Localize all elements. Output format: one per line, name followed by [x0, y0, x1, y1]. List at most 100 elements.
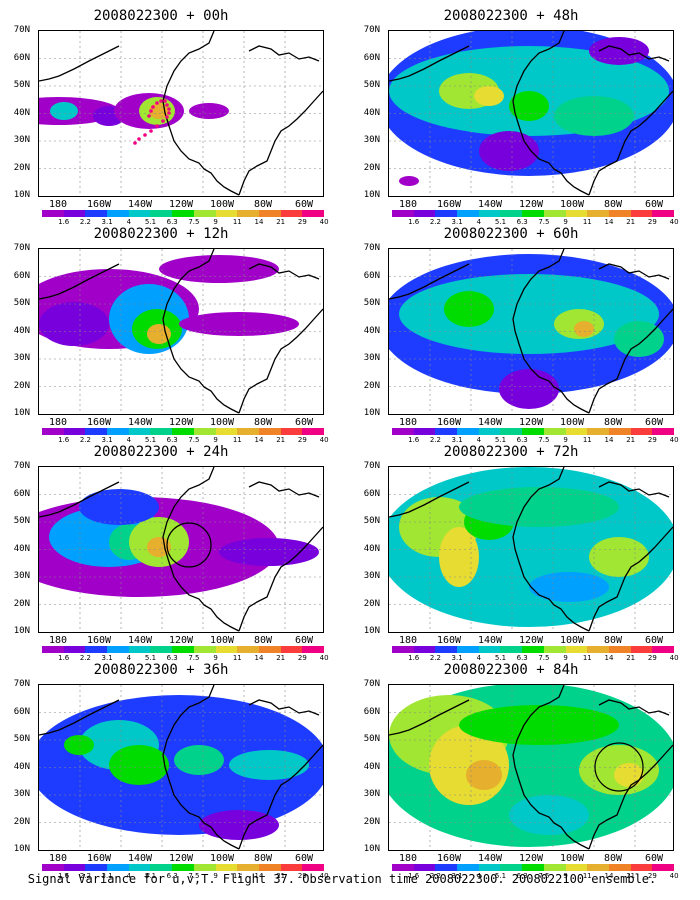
- colorbar-swatch: [150, 646, 173, 653]
- variance-contour: [189, 103, 229, 119]
- colorbar-swatch: [172, 646, 194, 653]
- colorbar-label: 11: [232, 654, 242, 662]
- colorbar-swatch: [150, 210, 173, 217]
- contour-field: [39, 249, 323, 414]
- colorbar-label: 7.5: [188, 436, 200, 444]
- x-tick-label: 160W: [436, 199, 462, 210]
- colorbar-swatch: [237, 864, 259, 871]
- colorbar-swatch: [457, 864, 479, 871]
- colorbar-swatch: [608, 428, 631, 435]
- y-tick-label: 30N: [13, 789, 30, 799]
- colorbar-swatch: [435, 646, 458, 653]
- x-tick-label: 80W: [253, 853, 273, 864]
- colorbar-label: 11: [582, 872, 592, 880]
- colorbar-swatch: [258, 864, 281, 871]
- x-tick-label: 120W: [518, 853, 544, 864]
- colorbar-swatch: [107, 428, 129, 435]
- variance-contour: [159, 255, 279, 283]
- colorbar-swatch: [42, 864, 64, 871]
- colorbar: [42, 646, 324, 653]
- variance-contour: [459, 705, 619, 745]
- observation-point: [155, 101, 159, 105]
- y-tick-label: 30N: [363, 353, 380, 363]
- colorbar-label: 11: [582, 436, 592, 444]
- colorbar-swatch: [280, 864, 303, 871]
- colorbar-label: 21: [626, 436, 636, 444]
- colorbar-label: 14: [254, 218, 264, 226]
- colorbar-swatch: [543, 864, 566, 871]
- colorbar-label: 40: [319, 436, 329, 444]
- y-tick-label: 70N: [13, 25, 30, 35]
- colorbar-swatch: [107, 210, 129, 217]
- colorbar-label: 9: [213, 436, 218, 444]
- colorbar-swatch: [193, 210, 216, 217]
- x-tick-label: 160W: [436, 635, 462, 646]
- colorbar-swatch: [302, 210, 324, 217]
- x-tick-label: 140W: [477, 417, 503, 428]
- y-tick-label: 20N: [13, 380, 30, 391]
- colorbar-swatch: [302, 864, 324, 871]
- colorbar-label: 21: [626, 654, 636, 662]
- x-tick-label: 60W: [644, 635, 664, 646]
- x-tick-label: 180: [48, 635, 68, 646]
- panel-title: 2008022300 + 72h: [443, 444, 579, 460]
- colorbar-swatch: [630, 646, 653, 653]
- colorbar-label: 4: [126, 654, 132, 662]
- observation-point: [155, 124, 159, 128]
- colorbar-swatch: [128, 646, 151, 653]
- panel-title: 2008022300 + 12h: [93, 226, 229, 242]
- y-tick-label: 30N: [363, 571, 380, 581]
- target-circle: [166, 522, 212, 568]
- colorbar-swatch: [652, 864, 674, 871]
- x-tick-label: 60W: [294, 635, 314, 646]
- map-area: [38, 684, 324, 851]
- colorbar-swatch: [63, 864, 86, 871]
- colorbar-swatch: [150, 428, 173, 435]
- colorbar-label: 2.2: [429, 872, 441, 880]
- colorbar-swatch: [435, 428, 458, 435]
- colorbar-label: 3.1: [101, 436, 113, 444]
- y-tick-label: 70N: [363, 243, 380, 253]
- colorbar-label: 4: [126, 436, 132, 444]
- variance-contour: [479, 131, 539, 171]
- x-tick-label: 100W: [209, 417, 235, 428]
- colorbar-swatch: [413, 428, 436, 435]
- colorbar-label: 3.1: [451, 654, 463, 662]
- y-tick-label: 40N: [363, 543, 380, 554]
- colorbar-swatch: [522, 210, 544, 217]
- observation-point: [165, 115, 169, 119]
- colorbar-label: 4: [126, 218, 132, 226]
- x-tick-label: 60W: [644, 417, 664, 428]
- colorbar-label: 5.1: [494, 872, 507, 880]
- colorbar-label: 2.2: [429, 436, 441, 444]
- y-tick-label: 20N: [13, 816, 30, 827]
- colorbar-label: 5.1: [144, 872, 157, 880]
- x-tick-label: 160W: [436, 417, 462, 428]
- colorbar-label: 14: [604, 872, 614, 880]
- colorbar-swatch: [258, 428, 281, 435]
- colorbar: [392, 210, 674, 217]
- y-tick-label: 10N: [363, 844, 380, 854]
- colorbar-label: 9: [213, 654, 218, 662]
- x-tick-label: 100W: [559, 853, 585, 864]
- colorbar-label: 4: [476, 218, 482, 226]
- y-tick-label: 70N: [13, 679, 30, 689]
- colorbar-label: 1.6: [58, 218, 70, 226]
- colorbar-label: 14: [604, 436, 614, 444]
- colorbar-label: 6.3: [166, 654, 178, 662]
- colorbar-label: 11: [232, 872, 242, 880]
- x-tick-label: 100W: [209, 853, 235, 864]
- x-tick-label: 180: [398, 635, 418, 646]
- colorbar-swatch: [413, 646, 436, 653]
- colorbar-swatch: [478, 428, 501, 435]
- y-tick-label: 40N: [13, 325, 30, 336]
- observation-point: [147, 114, 151, 118]
- colorbar-swatch: [193, 864, 216, 871]
- variance-contour: [499, 369, 559, 409]
- observation-point: [165, 103, 169, 107]
- y-tick-label: 60N: [13, 52, 30, 63]
- colorbar-swatch: [107, 646, 129, 653]
- contour-field: [389, 467, 673, 632]
- colorbar-label: 14: [254, 872, 264, 880]
- colorbar-swatch: [565, 864, 588, 871]
